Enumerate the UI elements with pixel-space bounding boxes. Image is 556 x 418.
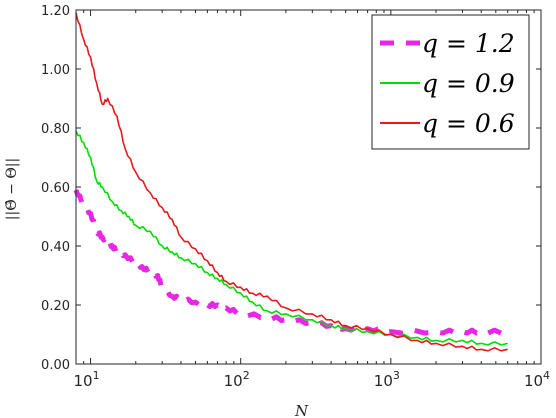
y-axis-label: ||Θ̂ − Θ||	[4, 158, 20, 220]
y-tick-label: 0.40	[41, 240, 70, 255]
legend-label: q = 0.6	[422, 109, 515, 138]
y-tick-label: 0.20	[41, 299, 70, 314]
series-line-3	[75, 12, 508, 352]
legend-label: q = 1.2	[422, 29, 515, 58]
y-tick-label: 0.80	[41, 122, 70, 137]
series-line-1	[73, 189, 509, 336]
series-layer	[73, 12, 509, 352]
legend: q = 1.2 q = 0.9 q = 0.6	[371, 14, 530, 150]
y-tick-label: 0.00	[41, 358, 70, 373]
y-tick-label: 1.20	[41, 4, 70, 19]
legend-label: q = 0.9	[422, 69, 515, 98]
y-tick-label: 0.60	[41, 181, 70, 196]
y-tick-label: 1.00	[41, 63, 70, 78]
x-axis-label: N	[294, 402, 309, 418]
